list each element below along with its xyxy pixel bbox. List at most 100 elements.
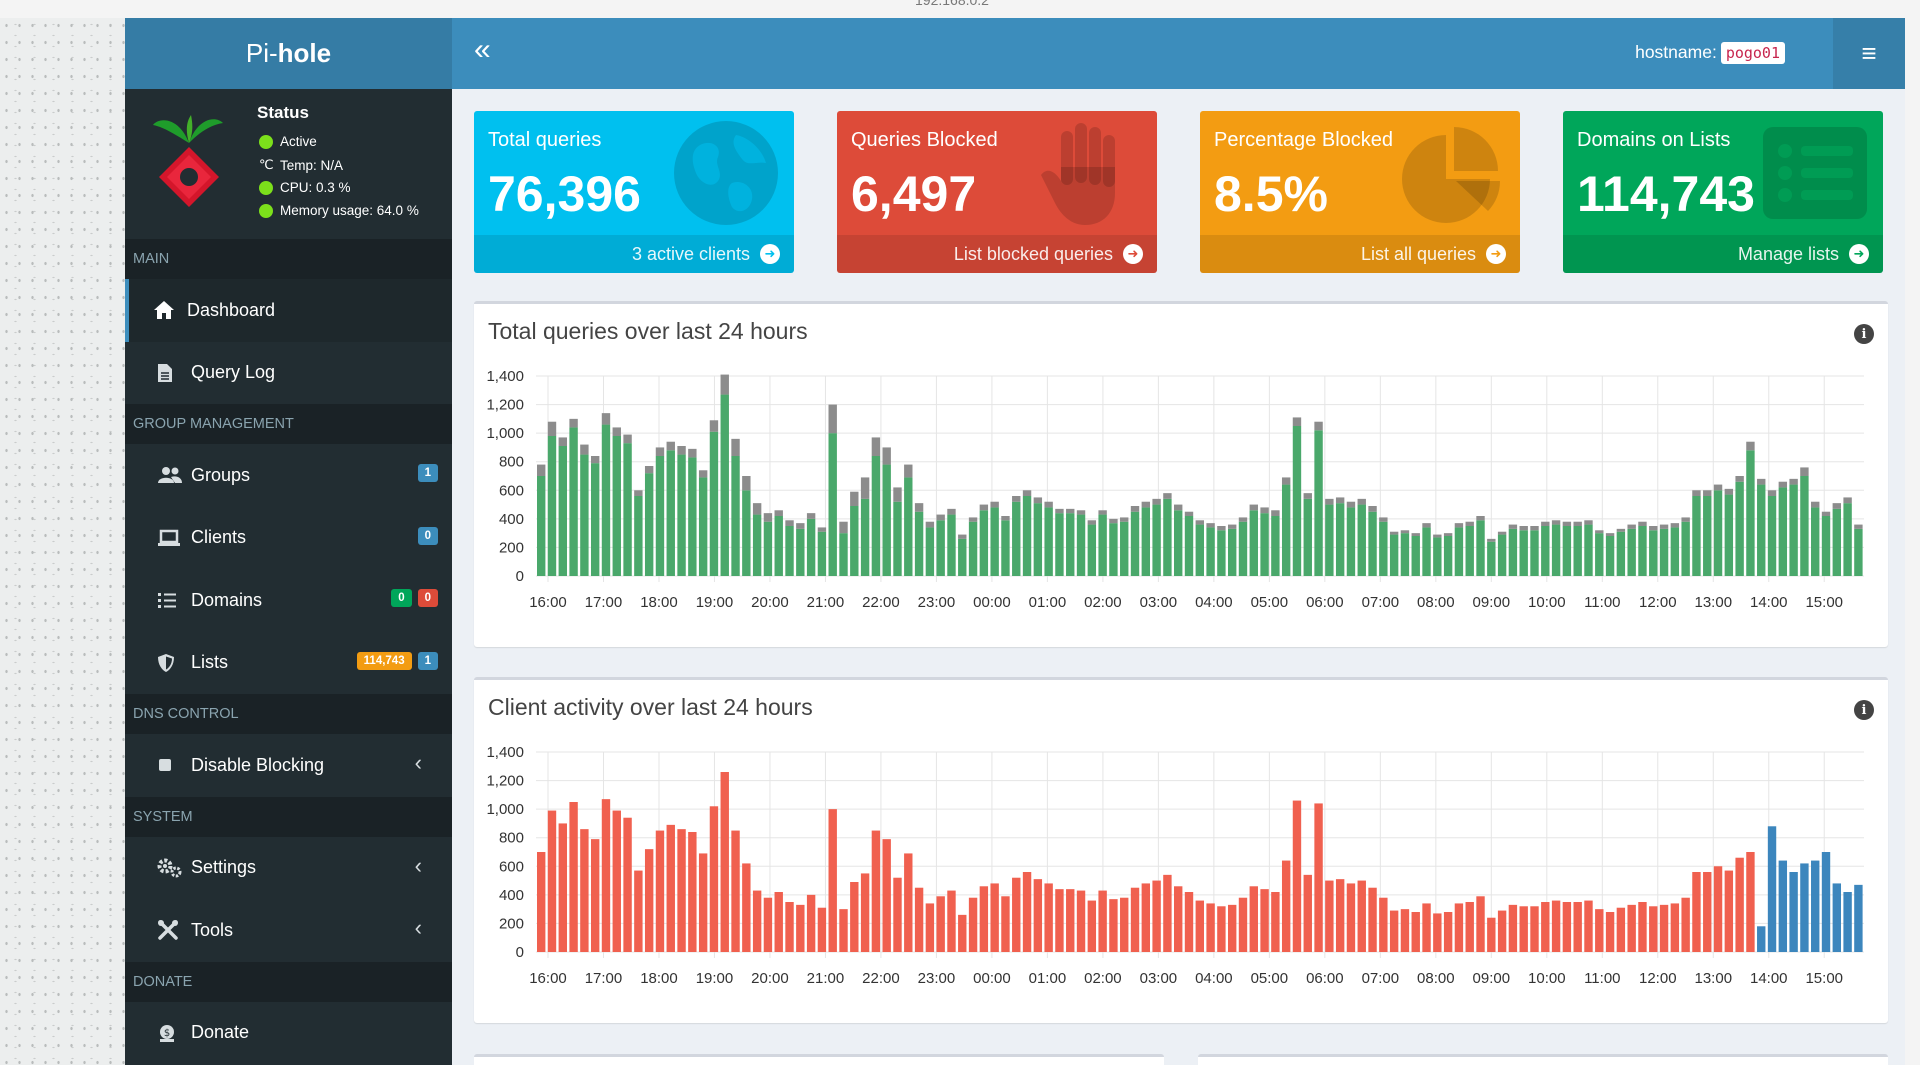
chart-bar[interactable] <box>936 896 945 952</box>
chart-bar[interactable] <box>623 817 632 952</box>
chart-bar[interactable] <box>1778 487 1788 576</box>
chart-bar[interactable] <box>1800 476 1809 576</box>
chart-bar[interactable] <box>1476 516 1485 521</box>
chart-bar[interactable] <box>1605 533 1615 536</box>
chart-bar[interactable] <box>580 444 589 455</box>
chart-bar[interactable] <box>1595 909 1604 952</box>
chart-bar[interactable] <box>1811 507 1820 576</box>
chart-bar[interactable] <box>698 477 708 576</box>
chart-bar[interactable] <box>1206 523 1215 528</box>
chart-bar[interactable] <box>666 824 675 952</box>
chart-bar[interactable] <box>1757 484 1766 576</box>
chart-bar[interactable] <box>1163 493 1172 499</box>
chart-bar[interactable] <box>936 520 945 576</box>
chart-bar[interactable] <box>569 418 578 428</box>
chart-bar[interactable] <box>1130 887 1140 952</box>
chart-bar[interactable] <box>1562 526 1572 576</box>
chart-bar[interactable] <box>1379 897 1388 952</box>
chart-bar[interactable] <box>839 521 848 534</box>
manage-lists-link[interactable]: Manage lists ➜ <box>1563 235 1883 273</box>
sidebar-item-lists[interactable]: Lists 114,743 1 <box>125 632 452 695</box>
chart-bar[interactable] <box>1800 863 1809 952</box>
chart-bar[interactable] <box>1627 524 1636 529</box>
chart-bar[interactable] <box>1098 510 1107 515</box>
chart-bar[interactable] <box>1238 897 1248 952</box>
chart-bar[interactable] <box>558 437 567 446</box>
chart-bar[interactable] <box>1249 504 1258 511</box>
chart-bar[interactable] <box>1530 526 1539 531</box>
chart-bar[interactable] <box>1163 874 1172 952</box>
chart-bar[interactable] <box>1076 510 1086 515</box>
chart-bar[interactable] <box>817 527 827 532</box>
chart-bar[interactable] <box>1670 527 1680 576</box>
chart-bar[interactable] <box>1130 506 1140 512</box>
chart-bar[interactable] <box>1152 498 1161 505</box>
chart-bar[interactable] <box>1055 513 1064 576</box>
chart-bar[interactable] <box>742 863 751 952</box>
chart-bar[interactable] <box>1206 903 1215 952</box>
chart-bar[interactable] <box>1357 498 1366 505</box>
chart-bar[interactable] <box>1616 531 1626 576</box>
chart-bar[interactable] <box>1649 530 1658 576</box>
chart-bar[interactable] <box>871 456 881 576</box>
chart-bar[interactable] <box>1454 903 1464 952</box>
chart-bar[interactable] <box>1249 510 1258 576</box>
chart-bar[interactable] <box>1066 513 1075 576</box>
chart-bar[interactable] <box>1843 497 1852 504</box>
chart-bar[interactable] <box>1670 523 1680 528</box>
chart-bar[interactable] <box>677 829 686 952</box>
chart-bar[interactable] <box>1022 872 1032 952</box>
chart-bar[interactable] <box>547 436 557 576</box>
chart-bar[interactable] <box>688 448 697 458</box>
chart-bar[interactable] <box>1584 900 1593 952</box>
chart-bar[interactable] <box>1012 877 1021 952</box>
chart-bar[interactable] <box>1120 897 1129 952</box>
chart-bar[interactable] <box>1519 526 1528 531</box>
chart-bar[interactable] <box>1692 496 1701 576</box>
chart-bar[interactable] <box>1357 504 1366 576</box>
chart-bar[interactable] <box>1368 511 1377 576</box>
chart-bar[interactable] <box>1551 524 1561 576</box>
chart-bar[interactable] <box>1465 521 1474 526</box>
chart-bar[interactable] <box>1368 506 1377 512</box>
chart-bar[interactable] <box>1703 496 1712 576</box>
chart-bar[interactable] <box>979 504 989 511</box>
list-blocked-queries-link[interactable]: List blocked queries ➜ <box>837 235 1157 273</box>
chart-bar[interactable] <box>871 437 881 456</box>
chart-bar[interactable] <box>1497 910 1507 952</box>
chart-bar[interactable] <box>1184 892 1194 952</box>
chart-bar[interactable] <box>1314 430 1323 576</box>
chart-bar[interactable] <box>1001 896 1010 952</box>
chart-bar[interactable] <box>1400 909 1410 952</box>
chart-bar[interactable] <box>1735 481 1744 576</box>
chart-bar[interactable] <box>1713 490 1723 576</box>
chart-bar[interactable] <box>612 436 621 576</box>
chart-bar[interactable] <box>968 517 978 522</box>
chart-bar[interactable] <box>850 882 859 952</box>
chart-bar[interactable] <box>1098 890 1107 952</box>
chart-bar[interactable] <box>1778 481 1788 488</box>
chart-bar[interactable] <box>785 902 794 952</box>
chart-bar[interactable] <box>904 464 913 478</box>
chart-bar[interactable] <box>1292 800 1302 952</box>
chart-bar[interactable] <box>1184 516 1194 576</box>
chart-bar[interactable] <box>763 513 773 522</box>
chart-bar[interactable] <box>1541 526 1550 576</box>
chart-bar[interactable] <box>709 431 719 576</box>
chart-bar[interactable] <box>558 446 567 576</box>
chart-bar[interactable] <box>1314 803 1323 952</box>
chart-bar[interactable] <box>1087 524 1097 576</box>
chart-bar[interactable] <box>709 806 719 952</box>
chart-bar[interactable] <box>666 441 675 451</box>
chart-bar[interactable] <box>1422 523 1431 528</box>
chart-bar[interactable] <box>1346 883 1356 952</box>
chart-bar[interactable] <box>1174 510 1183 576</box>
chart-bar[interactable] <box>742 490 751 576</box>
chart-bar[interactable] <box>677 454 686 576</box>
chart-bar[interactable] <box>1789 872 1798 952</box>
chart-bar[interactable] <box>1573 902 1582 952</box>
chart-bar[interactable] <box>580 454 589 576</box>
chart-bar[interactable] <box>1757 926 1766 952</box>
chart-bar[interactable] <box>1433 913 1442 952</box>
chart-bar[interactable] <box>1746 441 1755 451</box>
